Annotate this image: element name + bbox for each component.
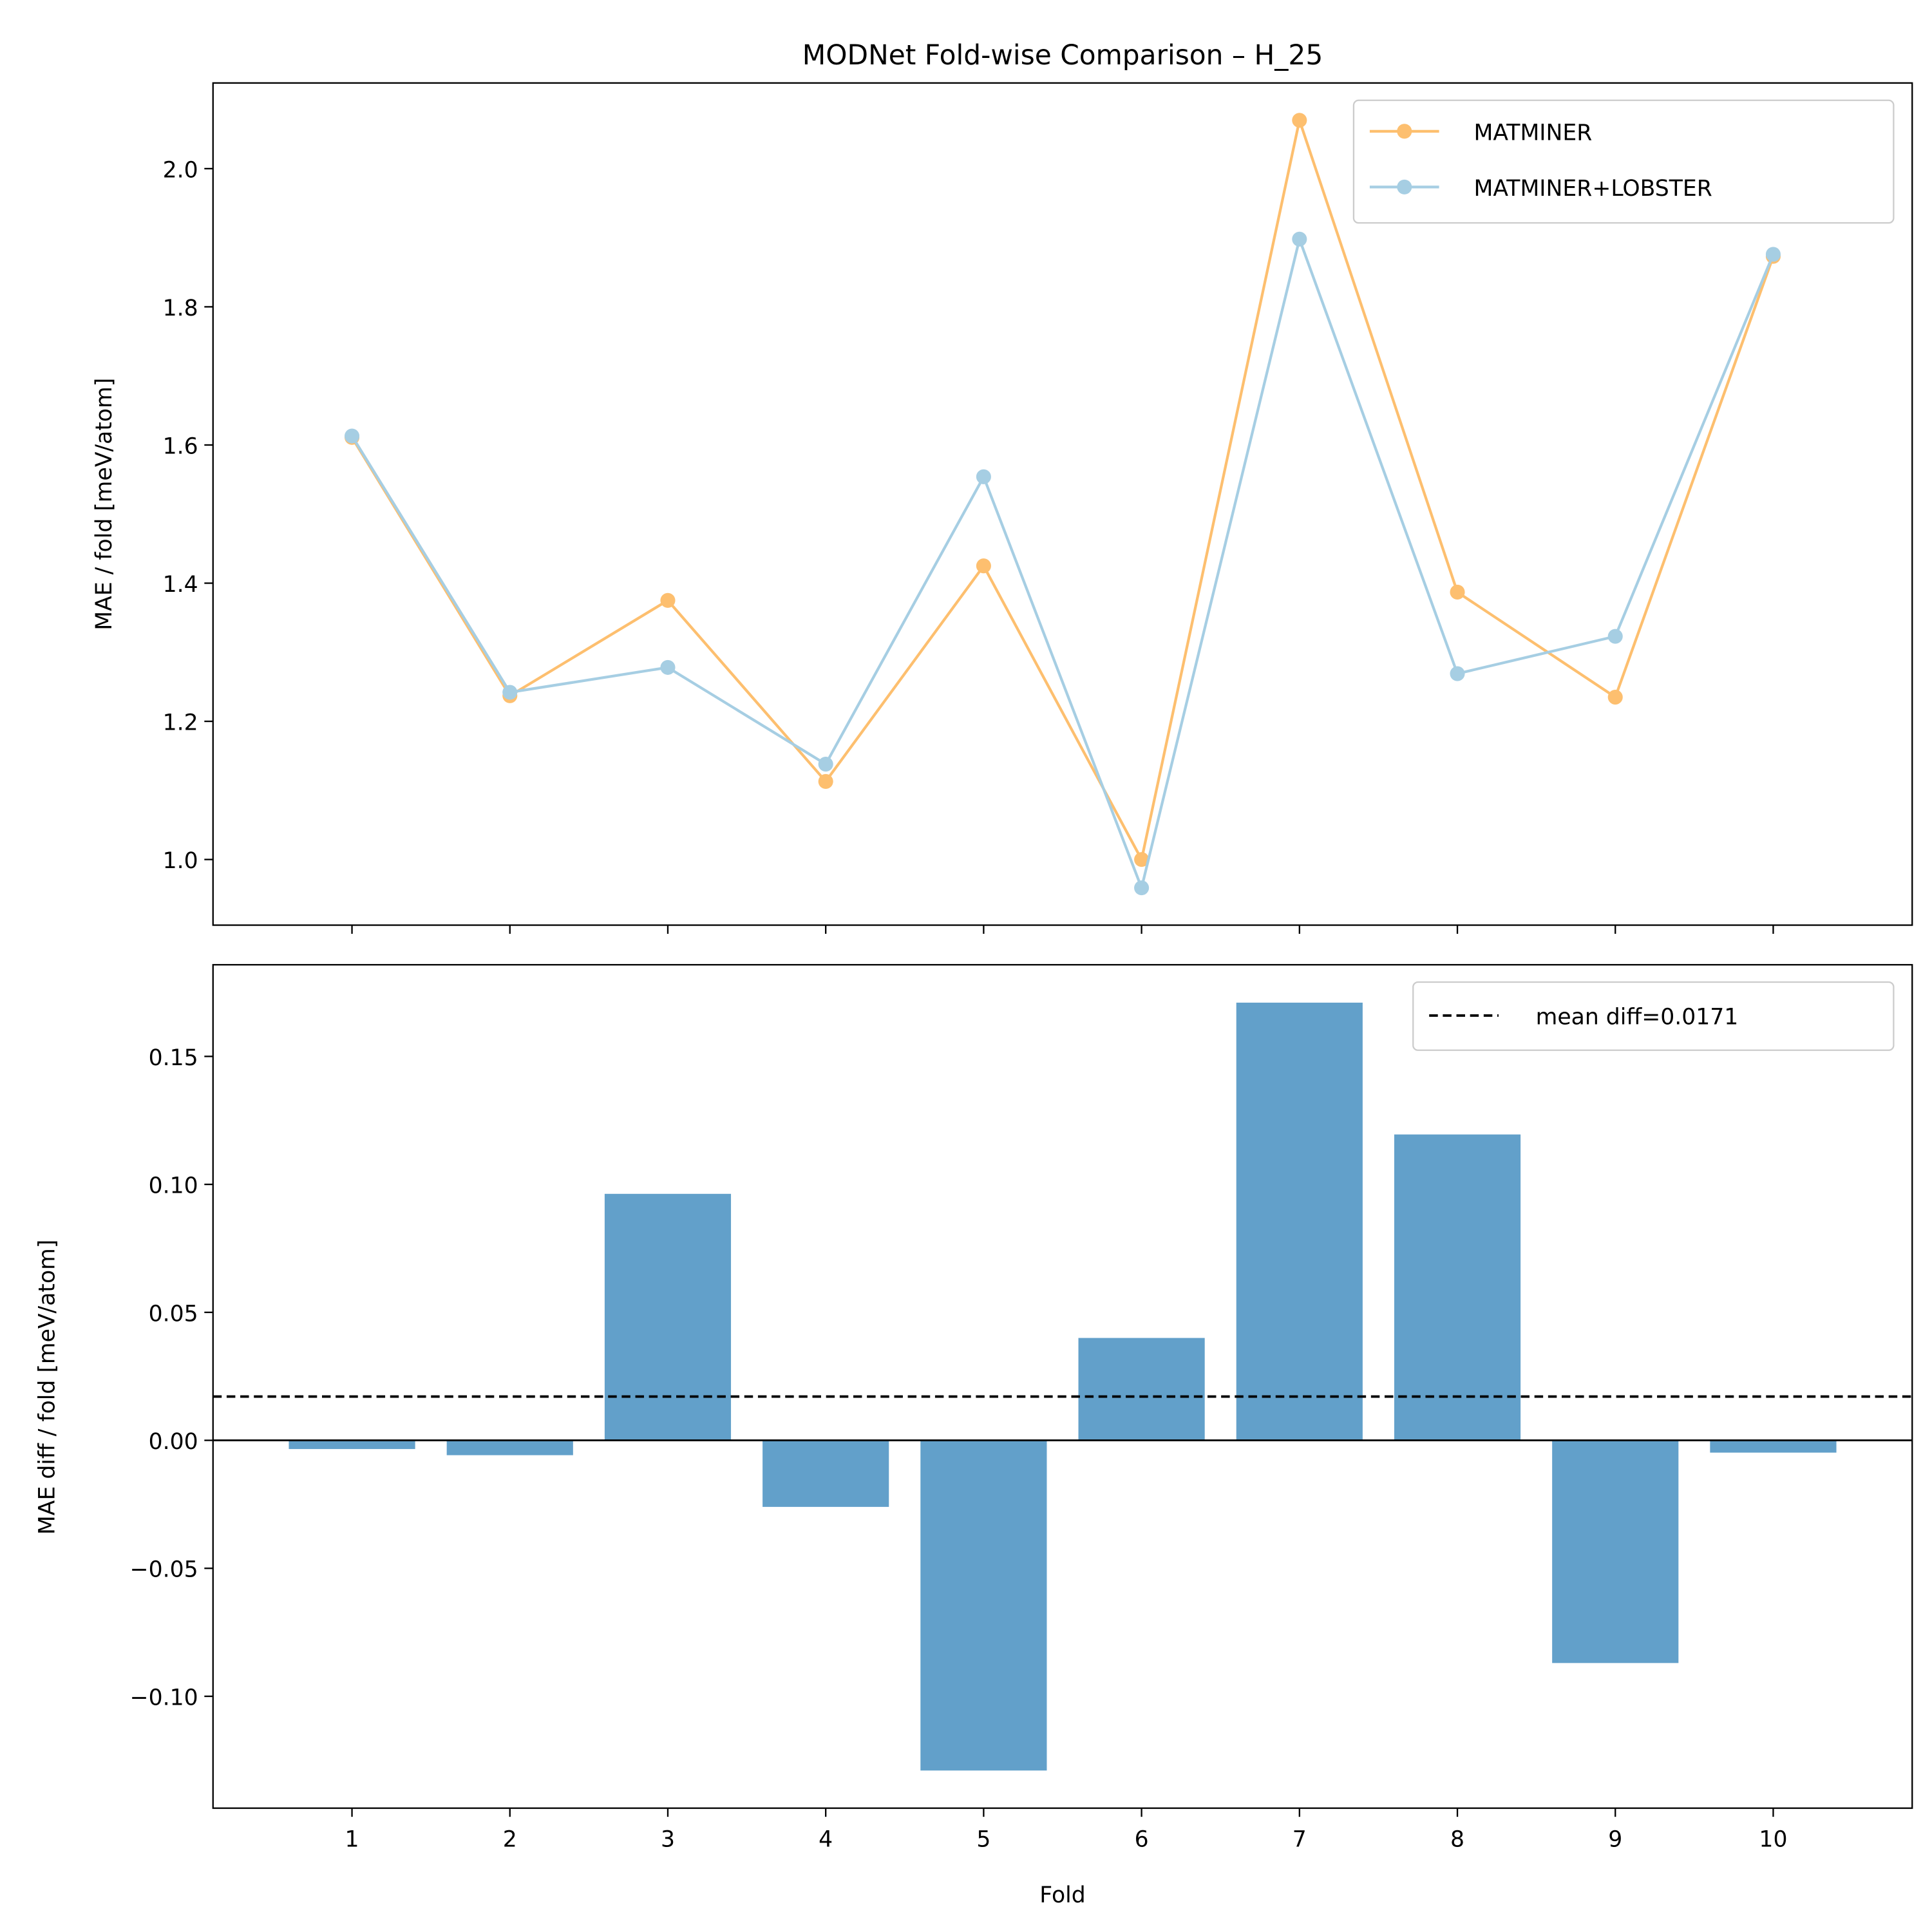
legend-label: MATMINER	[1473, 120, 1592, 146]
bar	[289, 1440, 415, 1450]
bottom-plot: −0.10 −0.05 0.00 0.05 0.10 0.15 1 2 3 4 5 6 7 8 9 10 mea…	[130, 963, 1913, 1852]
data-point	[818, 757, 833, 772]
y-tick-label: 0.00	[149, 1429, 198, 1455]
legend-marker	[1397, 124, 1412, 139]
x-tick-label: 3	[661, 1826, 675, 1852]
top-axes-frame	[212, 82, 1913, 926]
bar	[762, 1440, 889, 1507]
x-tick-label: 9	[1608, 1826, 1622, 1852]
series-line-0	[350, 115, 1775, 864]
bottom-axes-frame	[212, 963, 1913, 1809]
y-tick-label: 1.0	[163, 848, 198, 874]
y-tick-label: 1.2	[163, 710, 198, 736]
data-point	[1134, 852, 1150, 867]
legend-label: mean diff=0.0171	[1536, 1004, 1739, 1030]
chart-title: MODNet Fold-wise Comparison – H_25	[802, 39, 1323, 71]
data-point	[1607, 689, 1623, 705]
bar	[1236, 1002, 1363, 1441]
data-point	[502, 685, 518, 700]
data-point	[660, 592, 676, 608]
data-point	[1134, 880, 1150, 896]
bar	[1394, 1134, 1521, 1441]
x-axis-label: Fold	[1039, 1882, 1085, 1908]
y-tick-label: 1.8	[163, 296, 198, 321]
top-y-axis-label: MAE / fold [meV/atom]	[91, 378, 117, 630]
bar	[1552, 1440, 1679, 1663]
data-point	[1450, 666, 1465, 681]
bar	[1078, 1338, 1205, 1441]
bottom-y-axis-label: MAE diff / fold [meV/atom]	[35, 1240, 61, 1535]
x-tick-label: 10	[1759, 1826, 1787, 1852]
y-tick-label: −0.10	[130, 1685, 198, 1710]
x-tick-label: 1	[345, 1826, 359, 1852]
x-tick-label: 6	[1135, 1826, 1149, 1852]
series-line-1	[350, 234, 1775, 893]
data-point	[1292, 231, 1307, 247]
data-point	[660, 659, 676, 675]
data-point	[1450, 584, 1465, 600]
legend-label: MATMINER+LOBSTER	[1473, 176, 1712, 202]
x-tick-label: 8	[1450, 1826, 1464, 1852]
y-tick-label: 1.6	[163, 433, 198, 459]
x-tick-label: 7	[1293, 1826, 1307, 1852]
bar	[1710, 1440, 1837, 1453]
data-point	[976, 558, 991, 574]
bar	[446, 1440, 573, 1455]
x-tick-label: 4	[819, 1826, 833, 1852]
data-point	[1607, 629, 1623, 644]
data-point	[1292, 113, 1307, 128]
legend-box	[1352, 99, 1895, 224]
y-tick-label: −0.05	[130, 1557, 198, 1583]
data-point	[1765, 247, 1781, 262]
y-tick-label: 0.05	[149, 1301, 198, 1327]
bar	[920, 1440, 1047, 1771]
y-tick-label: 0.15	[149, 1045, 198, 1071]
data-point	[976, 469, 991, 484]
y-tick-label: 0.10	[149, 1173, 198, 1199]
data-point	[345, 428, 360, 444]
top-plot: 1.0 1.2 1.4 1.6 1.8 2.0 MATMINER MATMINER+LOBST…	[163, 82, 1913, 934]
x-tick-label: 2	[503, 1826, 517, 1852]
y-tick-label: 1.4	[163, 572, 198, 598]
y-tick-label: 2.0	[163, 157, 198, 183]
x-tick-label: 5	[976, 1826, 990, 1852]
legend-box	[1412, 981, 1895, 1051]
legend-marker	[1397, 179, 1412, 194]
bar	[604, 1193, 732, 1441]
data-point	[818, 773, 833, 789]
